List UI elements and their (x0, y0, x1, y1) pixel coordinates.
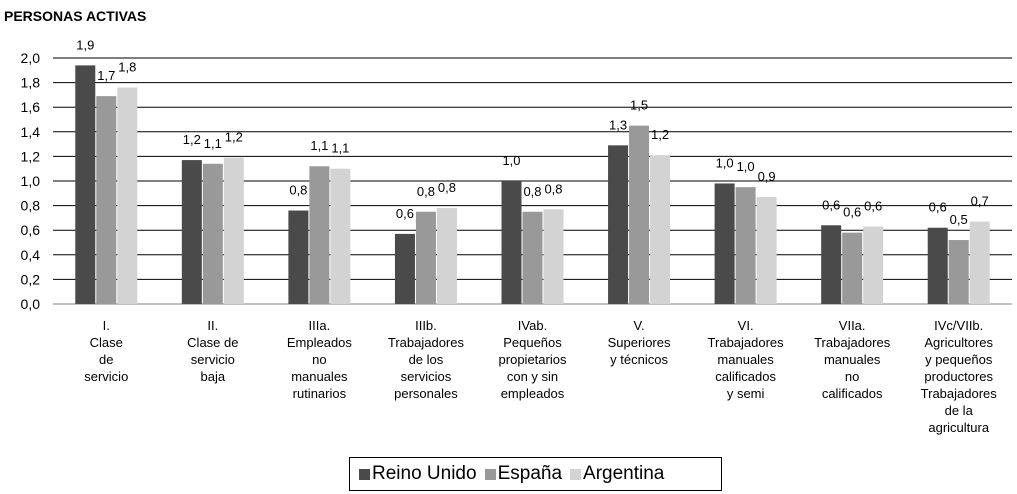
data-label: 0,6 (929, 200, 947, 215)
x-category-label: VI. Trabajadores manuales calificados y semi (708, 318, 785, 401)
data-label: 1,1 (310, 138, 328, 153)
data-label: 1,2 (225, 130, 243, 145)
bar (735, 187, 756, 304)
y-tick-label: 0,6 (21, 222, 41, 238)
bar (608, 145, 629, 304)
bar (330, 168, 351, 304)
chart-title: PERSONAS ACTIVAS (4, 8, 147, 24)
bar (394, 233, 415, 304)
bar (522, 211, 543, 304)
chart-plot: 0,00,20,40,60,81,01,21,41,61,82,01,91,71… (21, 37, 1012, 435)
data-label: 0,6 (864, 199, 882, 214)
data-label: 1,0 (737, 159, 755, 174)
data-label: 0,8 (438, 180, 456, 195)
y-tick-label: 1,0 (21, 173, 41, 189)
bar (288, 210, 309, 304)
x-category-label: I. Clase de servicio (84, 318, 128, 384)
y-tick-label: 0,8 (21, 198, 41, 214)
y-tick-label: 0,2 (21, 271, 41, 287)
legend: Reino Unido España Argentina (349, 457, 722, 491)
bar (202, 163, 223, 304)
data-label: 1,3 (609, 117, 627, 132)
y-tick-label: 2,0 (21, 50, 41, 66)
x-category-label: IIIa. Empleados no manuales rutinarios (287, 318, 353, 401)
data-label: 0,6 (822, 197, 840, 212)
data-label: 0,9 (758, 169, 776, 184)
bar (543, 209, 564, 304)
legend-swatch (359, 468, 370, 480)
y-tick-label: 0,0 (21, 296, 41, 312)
legend-label: Argentina (583, 463, 665, 484)
data-label: 1,2 (183, 132, 201, 147)
y-tick-label: 1,6 (21, 99, 41, 115)
bar (436, 208, 457, 304)
bar (714, 183, 735, 304)
bar (948, 240, 969, 304)
data-label: 1,5 (630, 98, 648, 113)
x-category-label: V. Superiores y técnicos (608, 318, 671, 367)
x-category-label: VIIa. Trabajadores manuales no calificados (814, 318, 891, 401)
bar (309, 166, 330, 304)
x-category-label: IVab. Pequeños propietarios con y sin emplea… (499, 318, 567, 401)
data-label: 0,6 (843, 205, 861, 220)
bar (756, 196, 777, 304)
x-category-label: II. Clase de servicio baja (187, 318, 238, 384)
y-tick-label: 1,4 (21, 124, 41, 140)
y-tick-label: 0,4 (21, 247, 41, 263)
legend-item: Argentina (570, 463, 664, 485)
data-label: 1,0 (502, 153, 520, 168)
bar (75, 65, 96, 304)
data-label: 1,2 (651, 127, 669, 142)
bar (650, 155, 671, 304)
bar (969, 221, 990, 304)
data-label: 0,5 (950, 212, 968, 227)
bar (415, 211, 436, 304)
data-label: 1,0 (716, 155, 734, 170)
legend-item: Reino Unido (359, 463, 477, 485)
data-label: 0,8 (523, 184, 541, 199)
legend-swatch (570, 468, 582, 480)
data-label: 1,9 (76, 37, 94, 52)
y-tick-label: 1,8 (21, 75, 41, 91)
bar (863, 226, 884, 304)
legend-swatch (484, 468, 496, 480)
data-label: 1,1 (331, 141, 349, 156)
data-label: 1,1 (204, 136, 222, 151)
data-label: 0,6 (396, 206, 414, 221)
bar (927, 227, 948, 304)
legend-item: España (484, 463, 563, 485)
x-category-label: IIIb. Trabajadores de los servicios personal… (388, 318, 465, 401)
bar (181, 160, 202, 304)
bar (117, 87, 138, 305)
data-label: 0,8 (417, 184, 435, 199)
legend-label: Reino Unido (372, 463, 477, 484)
bar (96, 96, 117, 304)
data-label: 1,7 (97, 68, 115, 83)
data-label: 0,8 (289, 183, 307, 198)
bar (223, 157, 244, 304)
x-category-label: IVc/VIIb. Agricultores y pequeños productor… (921, 318, 998, 435)
y-tick-label: 1,2 (21, 148, 41, 164)
bar (629, 125, 650, 305)
data-label: 0,8 (544, 181, 562, 196)
bar (821, 225, 842, 304)
data-label: 1,8 (118, 60, 136, 75)
data-label: 0,7 (971, 194, 989, 209)
bar (501, 181, 522, 304)
bar (842, 232, 863, 304)
legend-label: España (497, 463, 563, 484)
